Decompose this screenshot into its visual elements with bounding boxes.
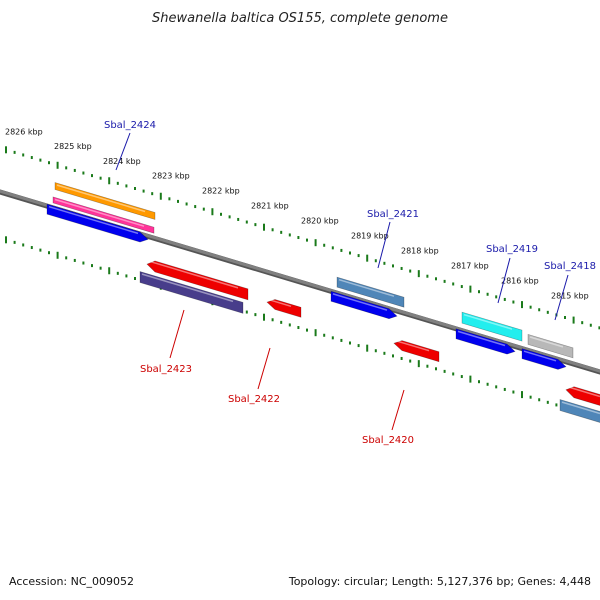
gene-leader-line xyxy=(377,221,391,269)
tick-label: 2823 kbp xyxy=(152,172,190,181)
gene-feature-steelblue-edge-highlight xyxy=(561,401,600,415)
genome-summary-text: Topology: circular; Length: 5,127,376 bp… xyxy=(288,575,591,588)
gene-label-sbal_2424: Sbal_2424 xyxy=(104,120,156,131)
gene-label-sbal_2419: Sbal_2419 xyxy=(486,244,538,255)
tick-label: 2815 kbp xyxy=(551,291,589,300)
accession-text: Accession: NC_009052 xyxy=(9,575,134,588)
cds-forward-2421 xyxy=(330,290,398,320)
gene-feature-orange-highlight xyxy=(56,184,146,213)
gene-label-sbal_2422: Sbal_2422 xyxy=(228,394,280,405)
tick-label: 2821 kbp xyxy=(251,201,289,210)
cds-reverse-edge-highlight xyxy=(567,386,600,398)
map-title: Shewanella baltica OS155, complete genom… xyxy=(152,11,448,26)
gene-feature-orange xyxy=(54,182,156,220)
gene-feature-grey xyxy=(527,333,574,359)
cds-forward-2419-highlight xyxy=(457,330,506,347)
genome-tracks: 2826 kbp 2825 kbp 2824 kbp 2823 kbp 2822 kbp… xyxy=(0,120,600,446)
tick-label: 2819 kbp xyxy=(351,231,389,240)
tick-label: 2817 kbp xyxy=(451,261,489,270)
gene-feature-steelblue xyxy=(336,276,405,308)
tick-label: 2826 kbp xyxy=(5,128,43,137)
gene-leader-line xyxy=(554,274,569,321)
cds-forward-2419 xyxy=(455,328,516,355)
tick-label: 2816 kbp xyxy=(501,276,539,285)
gene-leader-line xyxy=(257,347,271,390)
gene-feature-grey-highlight xyxy=(529,336,564,348)
tick-label: 2824 kbp xyxy=(103,157,141,166)
gene-feature-steelblue-edge xyxy=(559,399,600,423)
cds-reverse-2423 xyxy=(146,260,249,301)
tick-label: 2822 kbp xyxy=(202,187,240,196)
gene-feature-cyan xyxy=(461,311,523,342)
cds-reverse-2423-highlight xyxy=(148,260,239,289)
cds-forward-2424 xyxy=(46,203,149,243)
gene-label-sbal_2418: Sbal_2418 xyxy=(544,261,596,272)
cds-reverse-2422-highlight xyxy=(268,298,292,308)
cds-forward-2424-highlight xyxy=(48,205,139,235)
cds-forward-2418 xyxy=(521,348,567,370)
tick-label: 2820 kbp xyxy=(301,216,339,225)
gene-feature-steelblue-highlight xyxy=(338,278,395,297)
cds-reverse-2420 xyxy=(393,340,440,363)
cds-reverse-edge xyxy=(565,386,600,406)
tick-label: 2825 kbp xyxy=(54,142,92,151)
tick-label: 2818 kbp xyxy=(401,246,439,255)
gene-label-sbal_2421: Sbal_2421 xyxy=(367,209,419,220)
gene-leader-line xyxy=(169,309,185,359)
gene-leader-line xyxy=(497,257,511,304)
gene-feature-cyan-highlight xyxy=(463,313,513,330)
cds-forward-2421-highlight xyxy=(332,293,388,311)
cds-forward-2418-highlight xyxy=(523,350,557,362)
gene-label-sbal_2420: Sbal_2420 xyxy=(362,435,414,446)
gene-label-sbal_2423: Sbal_2423 xyxy=(140,364,192,375)
gene-leader-line xyxy=(115,132,131,171)
gene-feature-slate-highlight xyxy=(141,273,234,303)
gene-leader-line xyxy=(391,389,405,431)
gene-feature-pink xyxy=(52,196,155,234)
cds-reverse-2422 xyxy=(266,299,302,318)
cds-reverse-2420-highlight xyxy=(395,340,430,352)
gene-feature-pink-highlight xyxy=(54,198,145,227)
gene-feature-slate xyxy=(139,271,244,314)
